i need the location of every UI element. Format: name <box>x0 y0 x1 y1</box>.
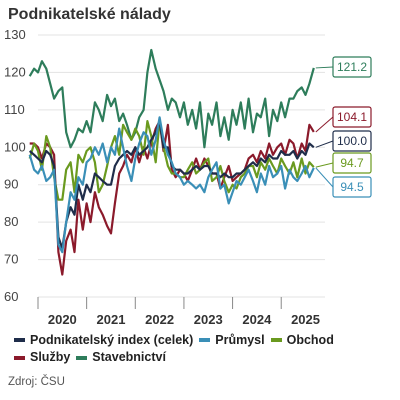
x-tick-label: 2021 <box>97 312 126 327</box>
x-tick-label: 2020 <box>48 312 77 327</box>
y-tick-label: 130 <box>4 27 26 42</box>
end-label-box <box>332 130 372 152</box>
legend-swatch <box>199 338 211 342</box>
series-line <box>28 48 315 149</box>
y-tick-label: 120 <box>4 64 26 79</box>
end-label: 100.0 <box>337 134 367 148</box>
series-line <box>28 119 315 250</box>
legend-label: Průmysl <box>215 332 265 347</box>
end-label: 94.5 <box>340 180 364 194</box>
end-label: 121.2 <box>337 60 367 74</box>
end-label-box <box>332 56 372 78</box>
end-label-leader <box>315 66 334 69</box>
y-tick-label: 110 <box>4 102 25 117</box>
source-note: Zdroj: ČSU <box>8 376 65 388</box>
series-line <box>28 116 315 254</box>
legend-item: Obchod <box>270 332 334 349</box>
line-chart: 60 70 80 90 100 110 120 130 2020 2021 2022 2023 2024… <box>4 27 372 327</box>
legend-swatch <box>270 338 282 342</box>
end-label-leader <box>315 162 334 168</box>
legend-swatch <box>14 338 25 342</box>
end-label-leader <box>315 167 334 188</box>
y-tick-label: 70 <box>4 252 18 267</box>
x-tick-label: 2024 <box>242 312 272 327</box>
legend-label: Stavebnictví <box>92 350 166 364</box>
x-tick-label: 2025 <box>291 312 320 327</box>
legend-swatch <box>76 355 88 360</box>
y-tick-label: 80 <box>4 214 18 229</box>
y-tick-label: 60 <box>4 289 18 304</box>
end-label: 104.1 <box>337 110 367 124</box>
end-label-box <box>332 176 372 198</box>
legend-item: Průmysl <box>199 332 265 349</box>
end-label-box <box>332 106 372 128</box>
series-line <box>28 119 315 201</box>
legend: Podnikatelský index (celek) Průmysl Obchod… <box>14 331 394 366</box>
end-label-leader <box>315 116 334 133</box>
legend-label: Podnikatelský index (celek) <box>30 332 194 347</box>
x-tick-label: 2023 <box>194 312 223 327</box>
y-tick-label: 90 <box>4 177 18 192</box>
chart-title: Podnikatelské nálady <box>8 6 171 23</box>
legend-label: Obchod <box>286 332 334 347</box>
y-tick-label: 100 <box>4 139 26 154</box>
legend-label: Služby <box>30 350 71 364</box>
legend-item: Stavebnictví <box>76 349 166 366</box>
end-label-box <box>332 152 372 174</box>
end-label: 94.7 <box>340 156 364 170</box>
series-line <box>29 119 315 276</box>
legend-item: Služby <box>14 349 70 366</box>
legend-swatch <box>14 355 25 360</box>
legend-item: Podnikatelský index (celek) <box>14 332 193 349</box>
end-label-leader <box>315 140 334 148</box>
x-tick-label: 2022 <box>145 312 174 327</box>
